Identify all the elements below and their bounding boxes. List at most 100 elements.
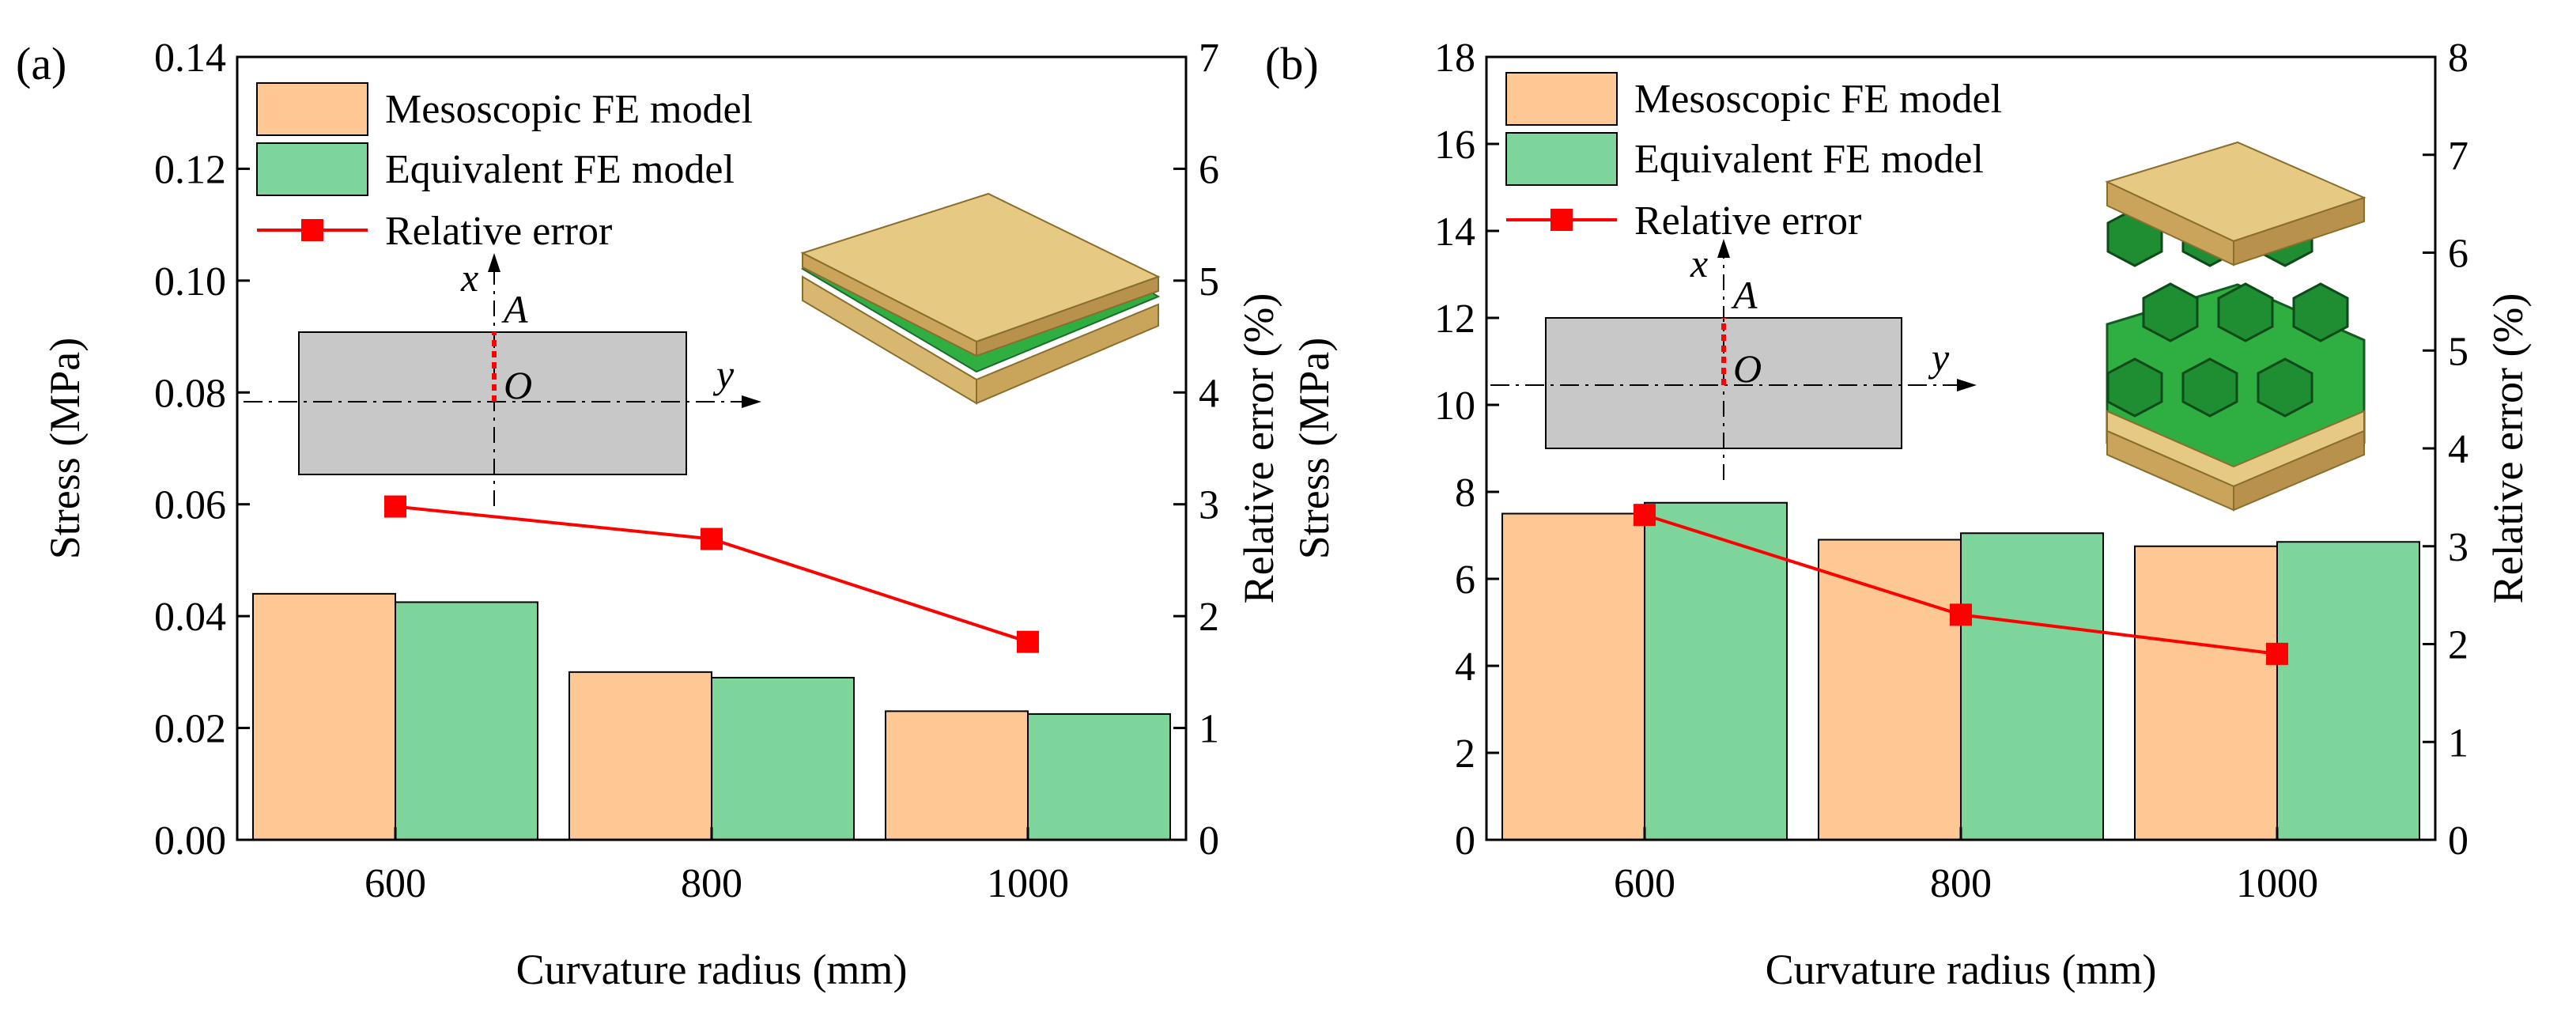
- x-axis-label: Curvature radius (mm): [1766, 946, 2157, 993]
- x-tick-label: 800: [1930, 861, 1992, 906]
- y2-tick-label: 5: [1199, 259, 1219, 304]
- y2-tick-label: 7: [1199, 36, 1219, 81]
- y-tick-label: 0.06: [154, 483, 226, 528]
- inset-label-o: O: [504, 363, 532, 407]
- inset-label-a: A: [1731, 273, 1758, 317]
- legend-swatch-mesoscopic: [1505, 72, 1618, 126]
- bar-equivalent-600: [395, 601, 538, 841]
- inset-label-x: x: [460, 255, 478, 300]
- bar-equivalent-800: [1960, 532, 2104, 841]
- bar-mesoscopic-1000: [885, 710, 1029, 841]
- legend-label-mesoscopic: Mesoscopic FE model: [385, 87, 753, 132]
- relative-error-marker-800: [701, 527, 723, 550]
- relative-error-marker-1000: [1017, 630, 1039, 653]
- inset-label-x: x: [1690, 241, 1708, 285]
- y2-tick-label: 3: [2448, 525, 2468, 570]
- inset-label-a: A: [501, 287, 528, 331]
- y2-tick-label: 2: [2448, 623, 2468, 668]
- y-tick-label: 6: [1455, 558, 1475, 603]
- y-tick-label: 0.02: [154, 707, 226, 752]
- x-axis-label: Curvature radius (mm): [516, 946, 908, 993]
- y2-tick-label: 5: [2448, 329, 2468, 374]
- model-lattice-cell: [2106, 357, 2163, 418]
- bar-equivalent-800: [711, 676, 855, 841]
- y-tick-label: 0: [1455, 818, 1475, 864]
- y-tick-label: 16: [1434, 123, 1475, 168]
- legend-swatch-mesoscopic: [256, 82, 368, 136]
- relative-error-marker-600: [384, 495, 406, 518]
- model-lattice-cell: [2142, 282, 2199, 342]
- y2-tick-label: 0: [2448, 818, 2468, 864]
- legend-label-mesoscopic: Mesoscopic FE model: [1634, 77, 2002, 122]
- legend-label-equivalent: Equivalent FE model: [385, 147, 735, 192]
- x-tick-label: 600: [1614, 861, 1675, 906]
- legend-label-relative-error: Relative error: [1634, 198, 1861, 244]
- y2-tick-label: 4: [2448, 427, 2468, 472]
- x-tick-label: 1000: [987, 861, 1069, 906]
- legend-label-equivalent: Equivalent FE model: [1634, 137, 1984, 182]
- model-lattice-cell: [2181, 357, 2238, 418]
- inset-label-y: y: [712, 352, 735, 396]
- inset-label-y: y: [1928, 335, 1950, 380]
- model-bottom-plate-side-right: [2233, 429, 2365, 512]
- bar-mesoscopic-1000: [2134, 545, 2278, 841]
- y-arrow-head: [1957, 379, 1977, 391]
- x-arrow-head: [1717, 239, 1730, 258]
- bar-mesoscopic-800: [1818, 539, 1962, 841]
- model-lattice-cell: [2292, 282, 2349, 342]
- legend-label-relative-error: Relative error: [385, 209, 612, 254]
- y2-tick-label: 8: [2448, 36, 2468, 81]
- y-tick-label: 18: [1434, 36, 1475, 81]
- x-tick-label: 600: [364, 861, 426, 906]
- y2-tick-label: 2: [1199, 595, 1219, 640]
- model-top-plate-side-right: [2233, 196, 2365, 266]
- y2-tick-label: 0: [1199, 818, 1219, 864]
- y2-tick-label: 4: [1199, 371, 1219, 416]
- y2-tick-label: 6: [2448, 232, 2468, 277]
- panel-label: (a): [16, 38, 66, 89]
- y-arrow-head: [742, 395, 761, 408]
- y-tick-label: 0.12: [154, 147, 226, 192]
- legend-marker-relative-error: [301, 219, 323, 241]
- bar-mesoscopic-600: [1501, 512, 1645, 841]
- y-tick-label: 0.10: [154, 259, 226, 304]
- model-top-side-right: [976, 275, 1159, 357]
- y2-tick-label: 3: [1199, 483, 1219, 528]
- legend-marker-relative-error: [1551, 209, 1573, 231]
- y-tick-label: 12: [1434, 297, 1475, 342]
- bar-equivalent-600: [1644, 501, 1788, 841]
- y2-tick-label: 1: [2448, 720, 2468, 765]
- relative-error-marker-600: [1634, 504, 1656, 527]
- bar-equivalent-1000: [1027, 713, 1171, 841]
- y2-axis-label: Relative error (%): [1235, 293, 1282, 604]
- bar-mesoscopic-800: [568, 671, 712, 841]
- x-tick-label: 1000: [2236, 861, 2318, 906]
- y-tick-label: 8: [1455, 471, 1475, 516]
- y2-tick-label: 1: [1199, 707, 1219, 752]
- inset-label-o: O: [1733, 346, 1762, 391]
- model-bottom-face-right: [976, 303, 1159, 405]
- y-tick-label: 4: [1455, 644, 1475, 690]
- y-tick-label: 0.14: [154, 36, 226, 81]
- y-axis-label: Stress (MPa): [1290, 338, 1338, 560]
- bar-equivalent-1000: [2276, 541, 2420, 841]
- y2-tick-label: 6: [1199, 147, 1219, 192]
- y2-axis-label: Relative error (%): [2484, 293, 2532, 604]
- legend-swatch-equivalent: [256, 142, 368, 196]
- model-lattice-cell: [2217, 282, 2274, 342]
- x-arrow-head: [488, 253, 500, 272]
- y-tick-label: 0.08: [154, 371, 226, 416]
- y-tick-label: 14: [1434, 210, 1475, 255]
- y-tick-label: 2: [1455, 731, 1475, 777]
- y-tick-label: 0.04: [154, 595, 226, 640]
- x-tick-label: 800: [681, 861, 742, 906]
- y2-tick-label: 7: [2448, 134, 2468, 179]
- legend-swatch-equivalent: [1505, 132, 1618, 186]
- model-lattice-cell: [2257, 357, 2313, 418]
- panel-label: (b): [1265, 38, 1319, 89]
- relative-error-marker-800: [1950, 603, 1972, 626]
- bar-mesoscopic-600: [252, 592, 396, 841]
- y-tick-label: 10: [1434, 384, 1475, 429]
